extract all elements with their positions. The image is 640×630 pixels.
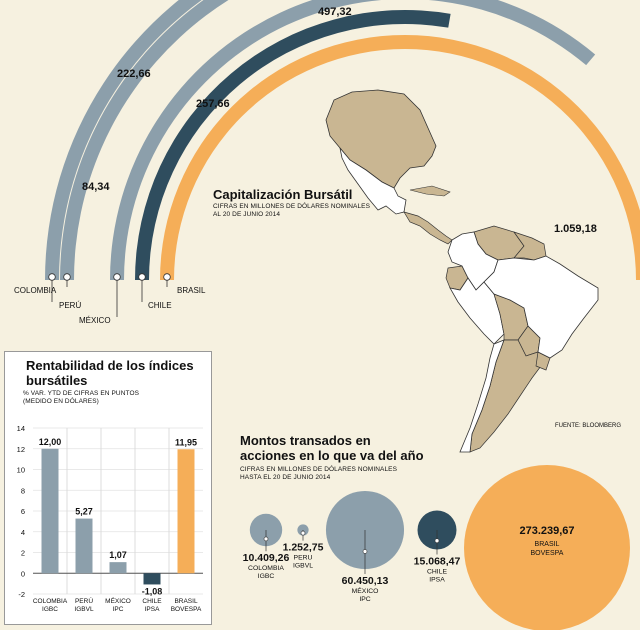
rent-value-label-chile: -1,08: [142, 586, 163, 596]
bubble-label-colombia: IGBC: [258, 573, 275, 580]
bubble-dot-peru: [300, 530, 306, 536]
rent-ytick-label: 6: [21, 507, 25, 516]
rent-subtitle-1: % VAR. YTD DE CIFRAS EN PUNTOS: [23, 390, 140, 397]
map-cuba: [409, 185, 451, 197]
rent-category-label: IPC: [113, 606, 124, 613]
rent-category-label: BOVESPA: [171, 606, 202, 613]
bubble-label-brasil: BRASIL: [535, 541, 560, 548]
rent-category-label: IPSA: [145, 606, 160, 613]
map-usa-landmass: [325, 89, 437, 189]
rent-bar-peru: [75, 518, 93, 574]
cap-label-peru: PERÚ: [59, 301, 82, 310]
bubble-label-brasil: BOVESPA: [531, 550, 564, 557]
rent-ytick-label: 0: [21, 569, 25, 578]
rent-bar-colombia: [41, 448, 59, 574]
bubble-label-peru: PERU: [294, 555, 313, 562]
arc-dot-chile: [138, 273, 146, 281]
arc-dot-brasil: [163, 273, 171, 281]
rent-ytick-label: 8: [21, 486, 25, 495]
rent-ytick-label: 10: [17, 466, 25, 475]
montos-subtitle-1: CIFRAS EN MILLONES DE DÓLARES NOMINALES: [240, 466, 398, 473]
arc-peru: [45, 0, 202, 280]
map-central-america: [403, 211, 453, 245]
cap-subtitle-2: AL 20 DE JUNIO 2014: [213, 211, 281, 218]
cap-value-mexico: 497,32: [318, 6, 352, 18]
bubble-label-colombia: COLOMBIA: [248, 565, 284, 572]
rent-bar-mexico: [109, 562, 127, 574]
cap-subtitle-1: CIFRAS EN MILLONES DE DÓLARES NOMINALES: [213, 203, 371, 210]
rent-category-label: MÉXICO: [105, 596, 131, 605]
rent-ytick-label: 4: [21, 528, 25, 537]
cap-value-peru: 84,34: [82, 181, 110, 193]
montos-subtitle-2: HASTA EL 20 DE JUNIO 2014: [240, 474, 331, 481]
cap-value-brasil: 1.059,18: [554, 223, 597, 235]
map-chile: [459, 339, 505, 453]
cap-value-colombia: 222,66: [117, 68, 151, 80]
cap-label-chile: CHILE: [148, 301, 172, 310]
arc-dot-peru: [48, 273, 56, 281]
rent-ytick-label: -2: [18, 590, 25, 599]
map-mexico: [339, 147, 407, 215]
cap-title: Capitalización Bursátil: [213, 187, 353, 202]
rent-ytick-label: 14: [17, 424, 25, 433]
rent-category-label: PERÚ: [75, 596, 93, 605]
map-brazil: [483, 255, 599, 359]
bubble-label-peru: IGBVL: [293, 563, 313, 570]
cap-label-mexico: MÉXICO: [79, 316, 111, 325]
cap-label-colombia: COLOMBIA: [14, 286, 57, 295]
bubble-dot-mexico: [362, 549, 368, 554]
arc-mexico: [110, 0, 596, 280]
rent-value-label-brasil: 11,95: [175, 437, 197, 447]
rent-title-2: bursátiles: [26, 373, 88, 388]
cap-label-brasil: BRASIL: [177, 286, 206, 295]
bubble-label-chile: CHILE: [427, 568, 447, 575]
rent-bar-brasil: [177, 449, 195, 574]
bubble-value-mexico: 60.450,13: [342, 575, 389, 587]
montos-title-1: Montos transados en: [240, 433, 371, 448]
rent-category-label: CHILE: [142, 598, 162, 605]
rentabilidad-panel: Rentabilidad de los índices bursátiles %…: [4, 351, 212, 625]
arc-dot-mexico: [113, 273, 121, 281]
bubble-label-mexico: IPC: [359, 596, 370, 603]
rent-value-label-colombia: 12,00: [39, 437, 62, 447]
bubble-value-chile: 15.068,47: [414, 555, 461, 567]
rent-value-label-peru: 5,27: [75, 507, 93, 517]
bubble-label-mexico: MÉXICO: [352, 586, 379, 595]
rent-title-1: Rentabilidad de los índices: [26, 358, 194, 373]
bubble-dot-chile: [434, 538, 440, 544]
rent-category-label: IGBVL: [74, 606, 94, 613]
rent-bar-chile: [143, 573, 161, 585]
rent-category-label: COLOMBIA: [33, 598, 68, 605]
rent-category-label: IGBC: [42, 606, 58, 613]
arc-colombia: [60, 0, 229, 280]
arc-dot-colombia: [63, 273, 71, 281]
bubble-dot-colombia: [263, 536, 269, 542]
latin-america-map: [325, 89, 599, 453]
rent-category-label: BRASIL: [174, 598, 198, 605]
bubble-brasil: [464, 465, 630, 630]
bubble-value-colombia: 10.409,26: [243, 552, 290, 564]
bubble-value-peru: 1.252,75: [283, 542, 324, 554]
bubble-value-brasil: 273.239,67: [519, 525, 574, 537]
rent-subtitle-2: (MEDIDO EN DÓLARES): [23, 398, 99, 405]
rent-value-label-mexico: 1,07: [109, 550, 127, 560]
montos-title-2: acciones en lo que va del año: [240, 448, 424, 463]
capitalizacion-arcs: [45, 0, 640, 317]
rent-ytick-label: 2: [21, 549, 25, 558]
rent-ytick-label: 12: [17, 445, 25, 454]
cap-value-chile: 257,66: [196, 98, 230, 110]
source-note: FUENTE: BLOOMBERG: [555, 423, 622, 429]
bubble-label-chile: IPSA: [429, 576, 445, 583]
